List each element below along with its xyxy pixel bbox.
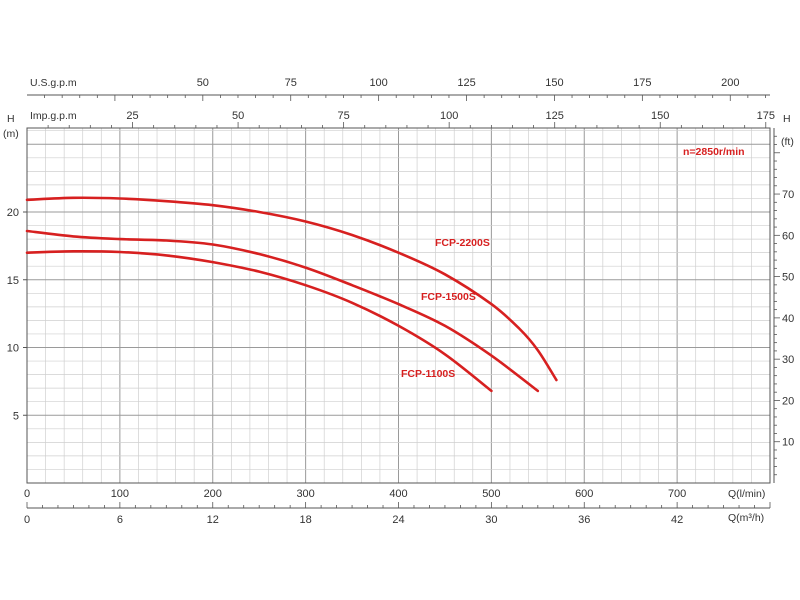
impgpm-tick-label: 50 [232, 110, 244, 122]
usgpm-tick-label: 175 [633, 77, 651, 89]
x-lmin-tick-label-zero: 0 [24, 488, 30, 500]
x-lmin-tick-label: 100 [111, 488, 129, 500]
plot-area-frame [26, 127, 771, 484]
curve-fcp-2200s [25, 196, 558, 382]
y-right-tick-label: 10 [782, 437, 794, 449]
usgpm-tick-label: 50 [197, 77, 209, 89]
y-right-tick-label: 60 [782, 230, 794, 242]
usgpm-tick-label: 75 [285, 77, 297, 89]
x-lmin-axis-label: Q(l/min) [728, 488, 765, 500]
x-m3h-tick-label: 0 [24, 514, 30, 526]
usgpm-tick-label: 100 [369, 77, 387, 89]
y-right-tick-label: 20 [782, 395, 794, 407]
curve-label-fcp-1100s: FCP-1100S [401, 368, 455, 380]
y-left-tick-label: 15 [7, 275, 19, 287]
x-lmin-tick-label: 700 [668, 488, 686, 500]
curve-fcp-1500s [25, 229, 540, 393]
usgpm-tick-label: 150 [545, 77, 563, 89]
x-lmin-tick-label: 400 [389, 488, 407, 500]
y-left-tick-label: 10 [7, 343, 19, 355]
y-right-tick-label: 40 [782, 313, 794, 325]
usgpm-axis-label: U.S.g.p.m [30, 77, 77, 89]
y-left-tick-label: 20 [7, 207, 19, 219]
curve-fcp-1100s [25, 249, 493, 393]
usgpm-tick-label: 200 [721, 77, 739, 89]
impgpm-tick-label: 175 [757, 110, 775, 122]
y-right-tick-label: 70 [782, 189, 794, 201]
x-m3h-tick-label: 18 [300, 514, 312, 526]
x-lmin-tick-label: 200 [204, 488, 222, 500]
x-m3h-axis-label: Q(m³/h) [728, 512, 764, 524]
x-lmin-tick-label: 500 [482, 488, 500, 500]
impgpm-tick-label: 150 [651, 110, 669, 122]
x-lmin-tick-label: 300 [296, 488, 314, 500]
impgpm-tick-label: 25 [126, 110, 138, 122]
curves-group [25, 196, 558, 393]
x-m3h-tick-label: 6 [117, 514, 123, 526]
curve-label-fcp-1500s: FCP-1500S [421, 291, 476, 303]
impgpm-tick-label: 125 [546, 110, 564, 122]
x-lmin-tick-label: 600 [575, 488, 593, 500]
y-left-tick-label: 5 [13, 410, 19, 422]
x-m3h-tick-label: 12 [207, 514, 219, 526]
y-left-axis-label-h: H [7, 113, 15, 125]
x-m3h-tick-label: 24 [392, 514, 404, 526]
y-right-tick-label: 50 [782, 272, 794, 284]
y-right-axis-label-unit: (ft) [781, 136, 794, 148]
impgpm-tick-label: 75 [337, 110, 349, 122]
x-m3h-tick-label: 30 [485, 514, 497, 526]
speed-note: n=2850r/min [683, 146, 745, 158]
chart-grid [27, 128, 770, 483]
usgpm-tick-label: 125 [457, 77, 475, 89]
y-left-axis-label-unit: (m) [3, 128, 19, 140]
x-m3h-tick-label: 42 [671, 514, 683, 526]
impgpm-axis-label: Imp.g.p.m [30, 110, 77, 122]
y-right-axis-label-h: H [783, 113, 791, 125]
curve-label-fcp-2200s: FCP-2200S [435, 237, 490, 249]
impgpm-tick-label: 100 [440, 110, 458, 122]
y-right-tick-label: 30 [782, 354, 794, 366]
x-m3h-tick-label: 36 [578, 514, 590, 526]
